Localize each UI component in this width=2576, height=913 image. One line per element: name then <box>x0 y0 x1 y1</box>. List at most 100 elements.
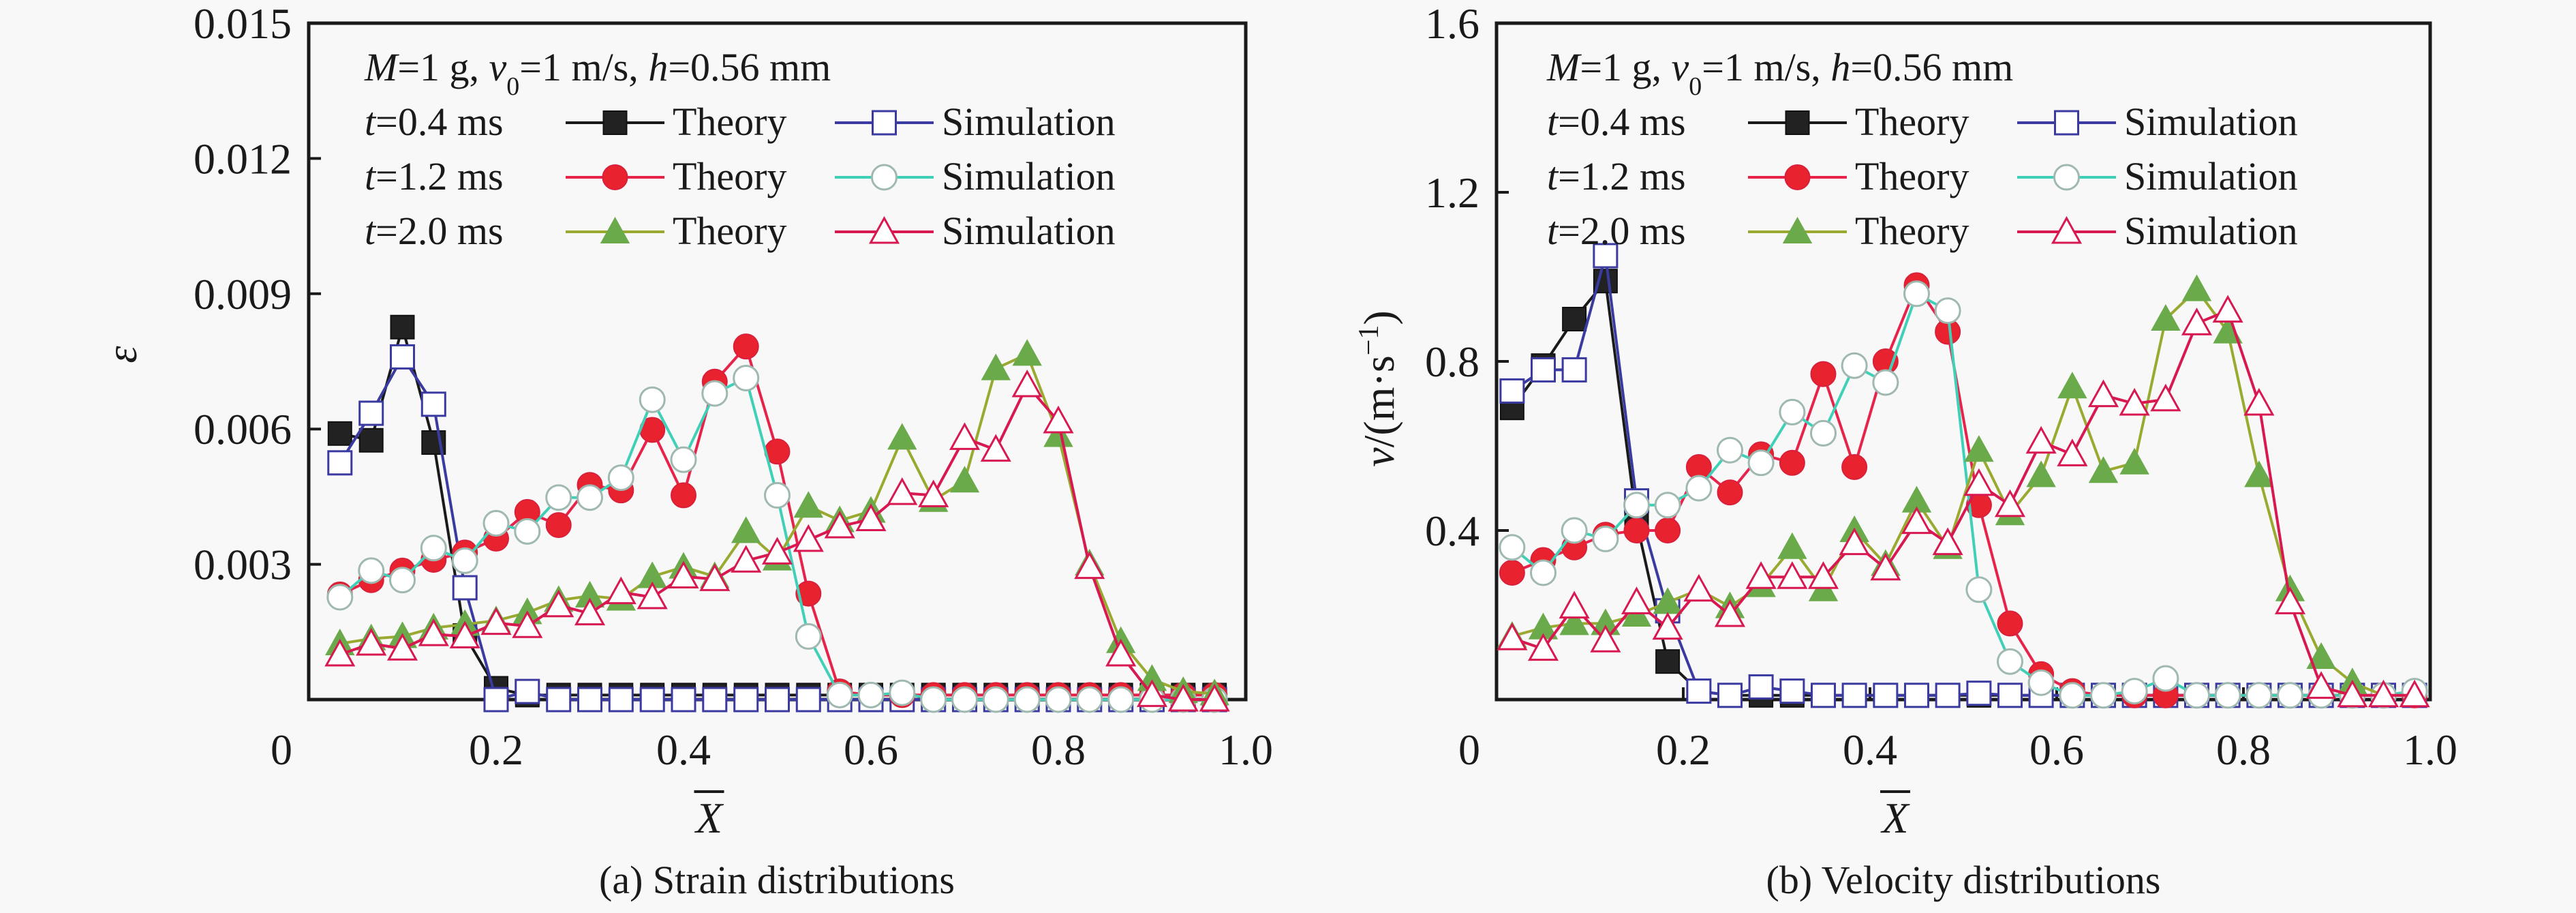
data-point <box>1043 420 1073 447</box>
data-point <box>1807 561 1839 589</box>
data-point <box>1717 479 1743 506</box>
data-point <box>918 479 949 507</box>
y-tick-label: 1.6 <box>1425 0 1479 48</box>
data-point <box>1935 683 1961 708</box>
data-point <box>2399 679 2430 708</box>
data-point <box>701 380 729 407</box>
data-point <box>326 584 354 611</box>
data-point <box>1590 625 1621 653</box>
data-point <box>1717 683 1743 708</box>
time-value: =0.4 ms <box>375 100 503 144</box>
x-tick-label: 0.2 <box>1656 725 1711 774</box>
data-point <box>483 687 509 713</box>
data-point <box>1994 489 2026 518</box>
data-point <box>1074 551 1105 580</box>
x-tick-label: 1.0 <box>2403 725 2457 774</box>
time-value: =1.2 ms <box>375 154 503 198</box>
legend-marker-simulation <box>2051 215 2083 244</box>
data-point <box>1934 297 1961 325</box>
strain-chart: 0 0.2 0.4 0.6 0.8 1.0 0.003 0.006 0.009 0.012 0.01… <box>97 0 1273 902</box>
data-point <box>2367 679 2399 708</box>
data-point <box>358 400 384 426</box>
legend-marker-theory <box>602 110 628 135</box>
legend-label-simulation: Simulation <box>2124 100 2298 144</box>
velocity-chart: 0 0.2 0.4 0.6 0.8 1.00.40.81.21.6Xv/(m·s−1)(b… <box>1353 0 2457 902</box>
y-tick-label: 0.006 <box>194 405 292 453</box>
parameter-annotation: M=1 g, v0=1 m/s, h=0.56 mm <box>364 45 831 101</box>
data-point <box>1167 683 1199 712</box>
legend-label-theory: Theory <box>673 100 787 144</box>
data-point <box>2244 460 2274 488</box>
data-point <box>795 580 822 607</box>
legend-label-theory: Theory <box>1855 100 1969 144</box>
mass-value: =1 g, <box>1580 45 1671 89</box>
data-point <box>2181 308 2213 335</box>
data-point <box>639 386 666 413</box>
data-point <box>1873 683 1899 708</box>
data-point <box>1076 686 1103 713</box>
velocity-value: =1 m/s, <box>1702 45 1830 89</box>
x-axis-label: X <box>694 794 724 842</box>
data-point <box>386 633 418 661</box>
data-point <box>1499 534 1526 561</box>
data-point <box>514 518 541 545</box>
legend-label-theory: Theory <box>1855 154 1969 198</box>
y-label-paren: ) <box>1355 310 1403 325</box>
data-point <box>545 512 572 539</box>
data-point <box>451 547 478 574</box>
legend-row: t=2.0 ms Theory Simulation <box>365 209 1116 253</box>
legend-label-theory: Theory <box>673 154 787 198</box>
data-point <box>2212 295 2243 323</box>
series-theory-t2_0 <box>325 339 1229 706</box>
data-point <box>1932 527 1963 556</box>
y-tick-label: 0.003 <box>194 541 292 589</box>
legend-time-label: t=1.2 ms <box>1547 154 1686 198</box>
data-point <box>731 516 761 543</box>
data-point <box>1841 352 1868 379</box>
data-point <box>2025 425 2057 454</box>
data-point <box>2214 682 2241 709</box>
data-point <box>1497 623 1528 650</box>
time-value: =1.2 ms <box>1558 154 1685 198</box>
data-point <box>1841 454 1868 480</box>
data-point <box>2150 383 2181 412</box>
data-point <box>2277 682 2303 709</box>
data-point <box>920 686 947 713</box>
legend-marker-simulation <box>2053 164 2080 191</box>
data-point <box>1561 357 1587 383</box>
data-point <box>2087 379 2119 408</box>
data-point <box>1810 361 1837 387</box>
data-point <box>2057 372 2087 399</box>
data-point <box>702 687 728 713</box>
mass-symbol: M <box>364 45 399 89</box>
y-tick-label: 0.009 <box>194 270 292 318</box>
velocity-subscript: 0 <box>506 72 519 101</box>
data-point <box>418 618 449 646</box>
data-point <box>1011 369 1043 398</box>
data-point <box>1904 683 1929 708</box>
series-line <box>1511 280 2415 697</box>
data-point <box>1811 683 1836 708</box>
series-simulation-t2_0 <box>1497 295 2430 708</box>
legend-label-simulation: Simulation <box>2124 154 2298 198</box>
legend-label-simulation: Simulation <box>942 100 1116 144</box>
data-point <box>1777 561 1808 589</box>
data-point <box>733 364 760 391</box>
data-point <box>1012 339 1042 366</box>
data-point <box>1686 678 1712 704</box>
y-label-unit: /(m·s <box>1355 355 1403 447</box>
velocity-subscript: 0 <box>1689 72 1702 101</box>
data-point <box>605 576 637 605</box>
data-point <box>826 681 853 708</box>
velocity-symbol: v <box>489 45 507 89</box>
legend-marker-theory <box>1782 216 1813 243</box>
data-point <box>356 627 387 656</box>
data-point <box>1901 506 1933 535</box>
x-tick-label: 0.2 <box>469 725 523 774</box>
legend-row: t=1.2 ms Theory Simulation <box>1547 154 2298 198</box>
data-point <box>1841 683 1867 708</box>
legend-marker-simulation <box>2054 110 2079 136</box>
data-point <box>577 687 602 713</box>
legend-marker-theory <box>1784 164 1811 190</box>
legend-label-theory: Theory <box>673 209 787 253</box>
